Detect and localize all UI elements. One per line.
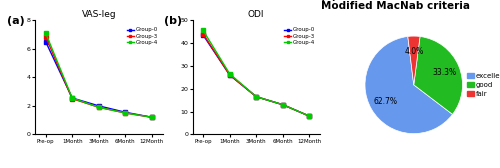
Group-0 [253, 96, 259, 98]
Text: (a): (a) [7, 16, 24, 26]
Group-3 [69, 98, 75, 100]
Group-4 [280, 104, 286, 106]
Group-4 [42, 32, 48, 34]
Legend: Group-0, Group-3, Group-4: Group-0, Group-3, Group-4 [124, 25, 160, 47]
Group-3 [96, 106, 102, 108]
Group-3 [149, 116, 155, 118]
Group-4 [226, 73, 232, 75]
Group-3 [280, 104, 286, 106]
Line: Group-0: Group-0 [202, 33, 311, 118]
Group-4 [122, 112, 128, 114]
Text: 62.7%: 62.7% [373, 97, 397, 106]
Text: 4.0%: 4.0% [404, 47, 423, 56]
Legend: excellent, good, fair: excellent, good, fair [464, 70, 500, 100]
Wedge shape [408, 36, 420, 85]
Title: VAS-leg: VAS-leg [82, 10, 116, 19]
Text: (b): (b) [164, 16, 182, 26]
Legend: Group-0, Group-3, Group-4: Group-0, Group-3, Group-4 [282, 25, 317, 47]
Line: Group-4: Group-4 [44, 31, 154, 119]
Group-0 [280, 104, 286, 106]
Group-3 [253, 96, 259, 98]
Line: Group-4: Group-4 [202, 29, 311, 118]
Line: Group-3: Group-3 [44, 35, 154, 119]
Title: Modified MacNab criteria: Modified MacNab criteria [320, 1, 470, 11]
Group-4 [96, 106, 102, 108]
Group-4 [69, 97, 75, 99]
Group-0 [122, 111, 128, 113]
Group-0 [42, 40, 48, 43]
Group-3 [122, 112, 128, 114]
Group-4 [306, 115, 312, 117]
Group-0 [200, 34, 206, 36]
Line: Group-0: Group-0 [44, 40, 154, 119]
Line: Group-3: Group-3 [202, 32, 311, 118]
Group-3 [42, 36, 48, 38]
Group-3 [306, 115, 312, 117]
Group-0 [149, 116, 155, 118]
Group-4 [253, 96, 259, 98]
Title: ODI: ODI [248, 10, 264, 19]
Group-0 [226, 74, 232, 76]
Group-4 [149, 116, 155, 118]
Text: 33.3%: 33.3% [432, 68, 456, 77]
Group-3 [226, 74, 232, 76]
Group-0 [306, 115, 312, 117]
Group-0 [96, 105, 102, 107]
Group-0 [69, 97, 75, 99]
Text: (c): (c) [320, 0, 337, 1]
Group-4 [200, 29, 206, 31]
Wedge shape [414, 36, 463, 114]
Wedge shape [365, 36, 452, 134]
Group-3 [200, 33, 206, 35]
